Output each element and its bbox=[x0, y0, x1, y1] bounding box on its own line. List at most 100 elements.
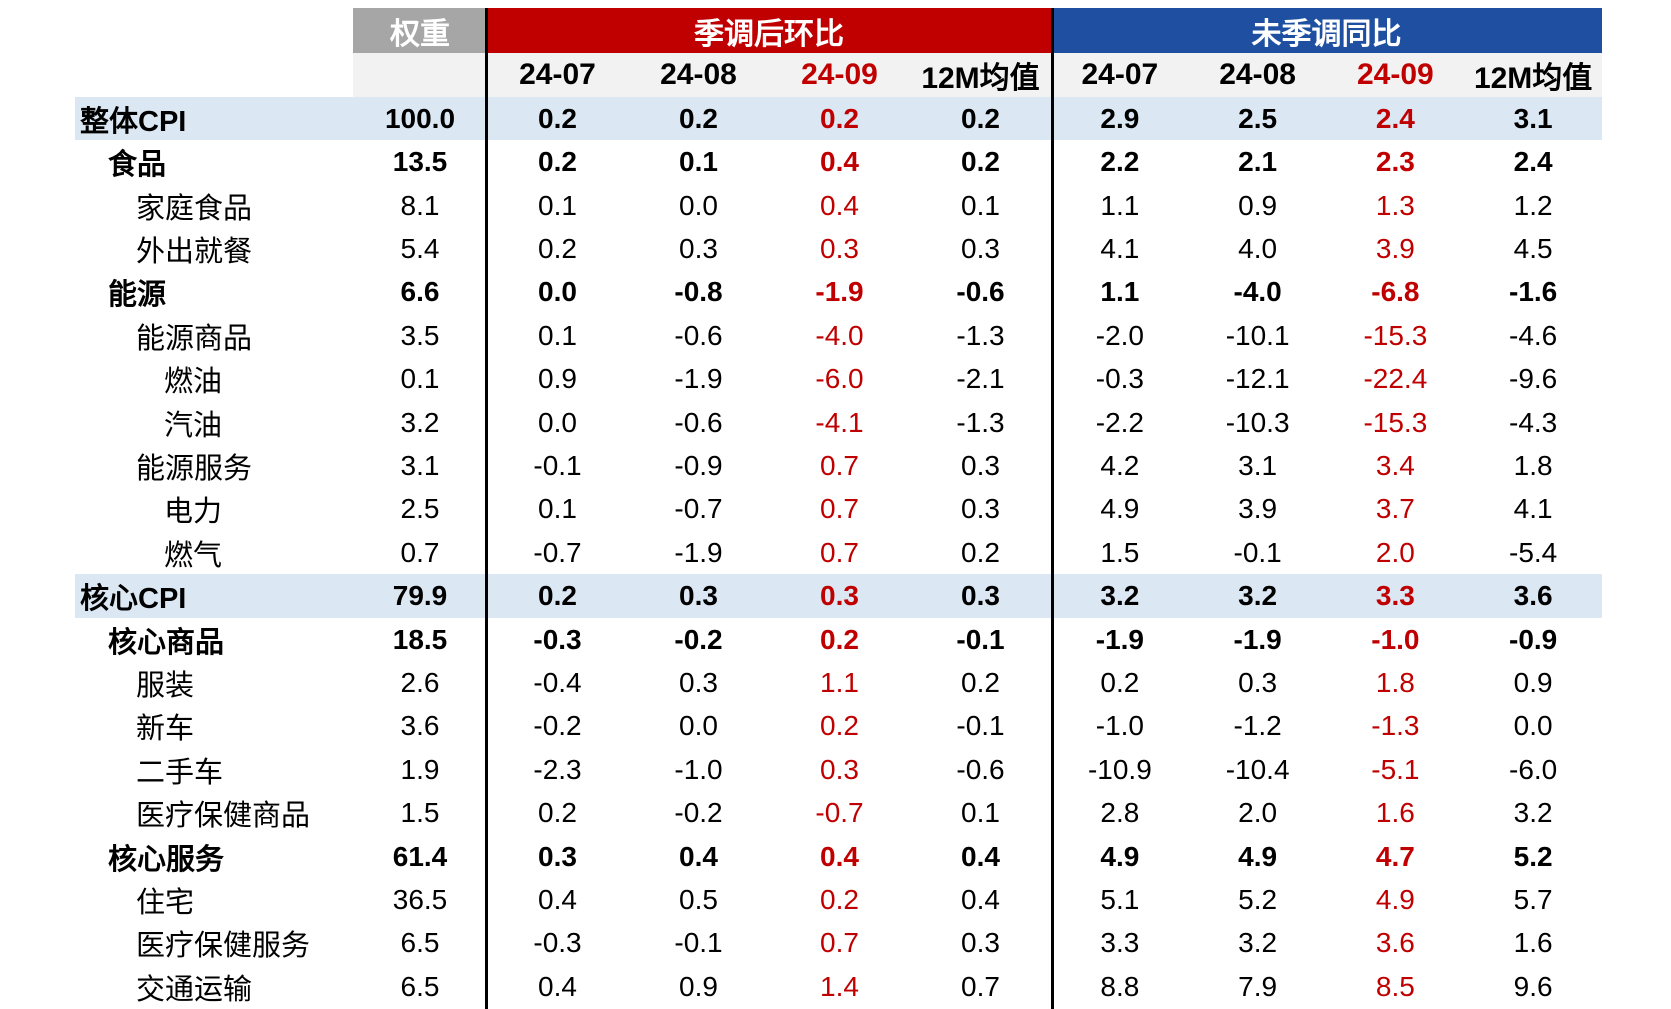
cell-yoy-2: -5.1 bbox=[1371, 753, 1420, 785]
row-label: 汽油 bbox=[164, 409, 223, 442]
row-label: 核心服务 bbox=[108, 843, 225, 876]
cell-mom-0: -0.2 bbox=[533, 710, 582, 742]
header-weight: 权重 bbox=[353, 8, 487, 53]
cell-yoy-3: 5.2 bbox=[1513, 840, 1553, 872]
cell-mom-2: 0.2 bbox=[820, 623, 859, 655]
cell-yoy-0: 0.2 bbox=[1100, 666, 1140, 698]
cell-mom-0: -0.4 bbox=[533, 666, 582, 698]
cell-yoy-1: -1.2 bbox=[1233, 710, 1282, 742]
cell-yoy-2: 3.6 bbox=[1375, 927, 1415, 959]
cell-mom-1: -0.1 bbox=[674, 927, 723, 959]
divider-mom-yoy bbox=[1051, 8, 1054, 1009]
cpi-table-grid: 权重 季调后环比 未季调同比 24-07 24-08 24-09 12M均值 2… bbox=[75, 8, 1602, 1009]
header-yoy-group: 未季调同比 bbox=[1051, 8, 1602, 53]
cell-mom-0: -2.3 bbox=[533, 753, 582, 785]
row-label: 能源 bbox=[108, 279, 167, 312]
cell-yoy-2: 2.4 bbox=[1326, 97, 1465, 141]
row-label: 服装 bbox=[136, 669, 195, 702]
cell-yoy-3: 1.8 bbox=[1513, 449, 1553, 481]
row-label: 家庭食品 bbox=[136, 192, 253, 225]
cell-mom-2: 0.4 bbox=[820, 146, 859, 178]
cell-mom-1: 0.3 bbox=[679, 666, 718, 698]
cell-yoy-0: 5.1 bbox=[1100, 884, 1140, 916]
row-label: 交通运输 bbox=[136, 973, 253, 1006]
subheader-mom-12m-avg: 12M均值 bbox=[910, 53, 1051, 97]
cell-mom-1: -0.2 bbox=[674, 797, 723, 829]
cell-yoy-1: -10.4 bbox=[1225, 753, 1290, 785]
cell-yoy-0: -1.9 bbox=[1095, 623, 1144, 655]
cell-weight: 61.4 bbox=[392, 840, 448, 872]
cell-mom-3: 0.2 bbox=[961, 666, 1000, 698]
cell-yoy-0: 1.1 bbox=[1100, 276, 1140, 308]
cell-yoy-0: -0.3 bbox=[1095, 363, 1144, 395]
subheader-yoy-24-08: 24-08 bbox=[1188, 53, 1327, 97]
cell-mom-1: 0.4 bbox=[679, 840, 718, 872]
cell-yoy-1: -10.1 bbox=[1225, 319, 1290, 351]
cell-weight: 3.6 bbox=[400, 710, 440, 742]
cell-mom-0: 0.2 bbox=[538, 232, 577, 264]
cell-yoy-2: -1.3 bbox=[1371, 710, 1420, 742]
cell-mom-3: -0.6 bbox=[956, 753, 1005, 785]
cell-mom-1: 0.9 bbox=[679, 970, 718, 1002]
cell-mom-1: -1.0 bbox=[674, 753, 723, 785]
row-label: 燃油 bbox=[164, 366, 223, 399]
cell-mom-3: 0.3 bbox=[910, 574, 1051, 618]
cell-mom-2: 0.7 bbox=[820, 536, 859, 568]
cell-yoy-1: 2.5 bbox=[1188, 97, 1327, 141]
cell-yoy-3: 2.4 bbox=[1513, 146, 1553, 178]
subheader-weight-blank bbox=[353, 53, 487, 97]
cell-yoy-2: -6.8 bbox=[1371, 276, 1420, 308]
cell-mom-0: -0.1 bbox=[533, 449, 582, 481]
cell-mom-2: 0.2 bbox=[820, 710, 859, 742]
cell-yoy-1: 4.0 bbox=[1238, 232, 1278, 264]
cell-mom-3: 0.2 bbox=[961, 146, 1000, 178]
cell-yoy-0: 2.9 bbox=[1051, 97, 1189, 141]
cell-yoy-1: 3.1 bbox=[1238, 449, 1278, 481]
cell-yoy-2: -22.4 bbox=[1363, 363, 1428, 395]
cell-weight: 8.1 bbox=[400, 189, 440, 221]
cell-yoy-3: 3.2 bbox=[1513, 797, 1553, 829]
cell-mom-2: -0.7 bbox=[815, 797, 864, 829]
cell-yoy-1: 3.2 bbox=[1188, 574, 1327, 618]
cell-yoy-0: -2.0 bbox=[1095, 319, 1144, 351]
cell-weight: 36.5 bbox=[392, 884, 448, 916]
cell-mom-0: 0.2 bbox=[538, 146, 577, 178]
cell-yoy-2: 3.7 bbox=[1375, 493, 1415, 525]
cell-mom-3: 0.7 bbox=[961, 970, 1000, 1002]
cell-yoy-2: 1.3 bbox=[1375, 189, 1415, 221]
cell-weight: 6.6 bbox=[400, 276, 440, 308]
cell-mom-0: 0.9 bbox=[538, 363, 577, 395]
cell-yoy-1: 2.0 bbox=[1238, 797, 1278, 829]
cell-yoy-3: -1.6 bbox=[1509, 276, 1558, 308]
cell-yoy-0: 4.2 bbox=[1100, 449, 1140, 481]
cell-mom-1: 0.3 bbox=[628, 574, 769, 618]
row-label: 燃气 bbox=[164, 539, 223, 572]
cell-mom-2: 0.3 bbox=[769, 574, 910, 618]
cell-mom-2: 0.3 bbox=[820, 753, 859, 785]
cell-mom-3: 0.1 bbox=[961, 189, 1000, 221]
cell-yoy-3: -4.3 bbox=[1509, 406, 1558, 438]
cell-mom-0: 0.4 bbox=[538, 970, 577, 1002]
subheader-yoy-12m-avg: 12M均值 bbox=[1464, 53, 1602, 97]
cell-yoy-2: 1.8 bbox=[1375, 666, 1415, 698]
cell-mom-0: 0.1 bbox=[538, 493, 577, 525]
cell-mom-1: 0.0 bbox=[679, 189, 718, 221]
cell-mom-0: -0.3 bbox=[533, 927, 582, 959]
cell-yoy-3: -5.4 bbox=[1509, 536, 1558, 568]
cell-yoy-0: 4.1 bbox=[1100, 232, 1140, 264]
cell-yoy-3: 5.7 bbox=[1513, 884, 1553, 916]
row-label: 核心CPI bbox=[75, 574, 353, 618]
cell-mom-1: -0.7 bbox=[674, 493, 723, 525]
cell-mom-1: 0.2 bbox=[628, 97, 769, 141]
cell-mom-3: 0.2 bbox=[910, 97, 1051, 141]
cell-weight: 2.6 bbox=[400, 666, 440, 698]
cell-mom-2: -1.9 bbox=[815, 276, 864, 308]
cell-mom-0: 0.1 bbox=[538, 189, 577, 221]
cell-mom-0: 0.0 bbox=[538, 276, 577, 308]
cell-yoy-1: -0.1 bbox=[1233, 536, 1282, 568]
cell-weight: 2.5 bbox=[400, 493, 440, 525]
cell-yoy-2: -15.3 bbox=[1363, 406, 1428, 438]
cell-weight: 3.2 bbox=[400, 406, 440, 438]
cell-mom-1: 0.3 bbox=[679, 232, 718, 264]
cell-yoy-3: 1.2 bbox=[1513, 189, 1553, 221]
